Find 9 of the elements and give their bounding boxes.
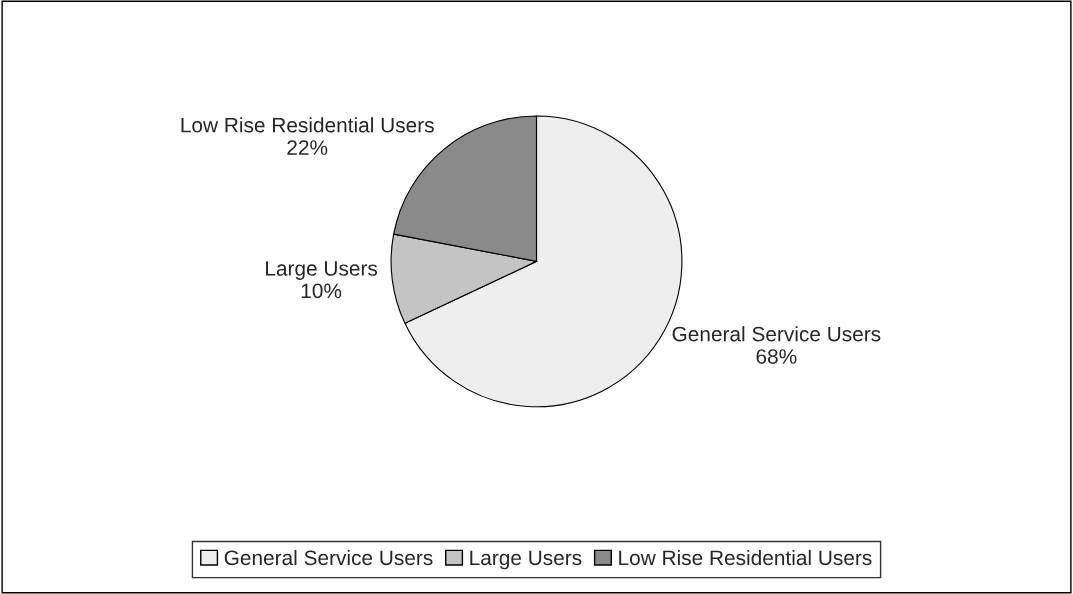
data-label: 22% (287, 140, 328, 155)
legend-label: Large Users (470, 550, 582, 570)
slice-label: General Service Users (672, 326, 881, 342)
data-label: 68% (756, 349, 797, 364)
slice-label: Large Users (266, 261, 378, 280)
data-label: 10% (301, 283, 342, 299)
slice-label: Low Rise Residential Users (181, 117, 434, 133)
legend-label: Low Rise Residential Users (619, 549, 872, 566)
legend-label: General Service Users (224, 549, 433, 566)
